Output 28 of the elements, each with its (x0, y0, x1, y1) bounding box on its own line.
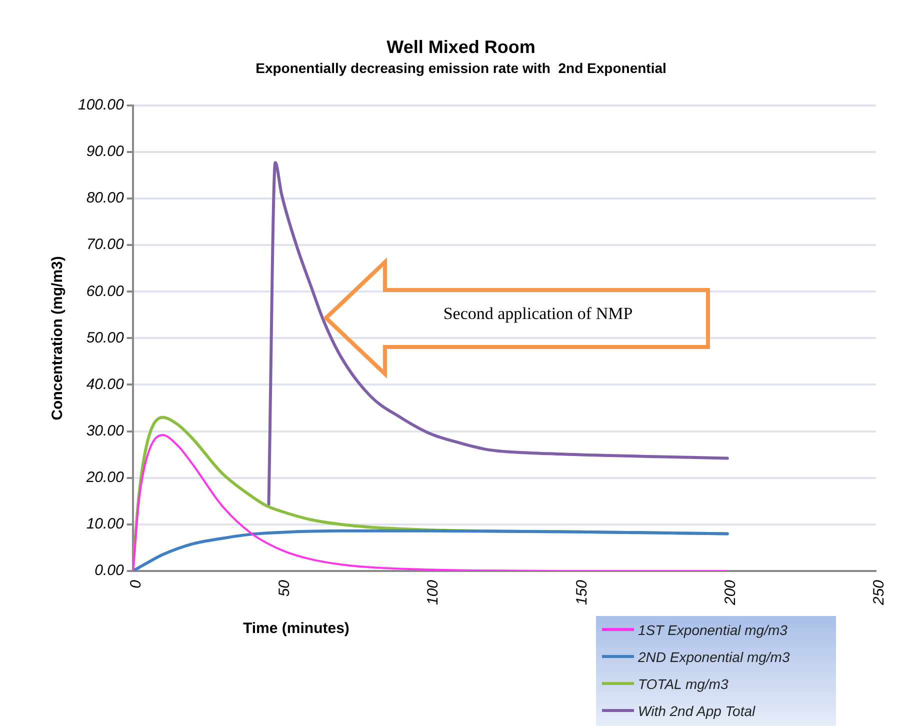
legend-label: With 2nd App Total (638, 702, 756, 718)
x-tick-label: 50 (276, 579, 294, 597)
y-tick-label: 90.00 (86, 143, 125, 160)
y-tick-label: 100.00 (78, 96, 125, 114)
x-tick-label: 250 (870, 579, 888, 606)
legend-label: 1ST Exponential mg/m3 (638, 622, 788, 638)
y-axis-title: Concentration (mg/m3) (49, 256, 66, 420)
y-tick-label: 70.00 (86, 236, 125, 254)
x-axis-title: Time (minutes) (243, 620, 350, 637)
chart-title: Well Mixed Room (386, 36, 536, 57)
line-series (132, 529, 729, 571)
y-tick-label: 50.00 (86, 329, 125, 346)
y-tick-label: 10.00 (86, 516, 125, 533)
x-tick-label: 100 (424, 579, 442, 606)
y-tick-label: 80.00 (86, 190, 125, 207)
y-tick-label: 40.00 (86, 376, 125, 393)
line-series (267, 161, 729, 506)
legend-label: TOTAL mg/m3 (638, 676, 728, 692)
legend-label: 2ND Exponential mg/m3 (638, 648, 790, 664)
y-tick-label: 0.00 (94, 562, 125, 580)
x-tick-label: 0 (127, 579, 144, 588)
x-tick-label: 150 (573, 579, 590, 606)
x-tick-label: 200 (722, 579, 739, 606)
y-tick-label: 60.00 (86, 282, 125, 300)
y-tick-label: 30.00 (86, 422, 125, 440)
y-tick-label: 20.00 (85, 469, 125, 486)
annotation: Second application of NMP (443, 304, 633, 324)
chart-subtitle: Exponentially decreasing emission rate with 2nd Exponential (256, 60, 666, 76)
